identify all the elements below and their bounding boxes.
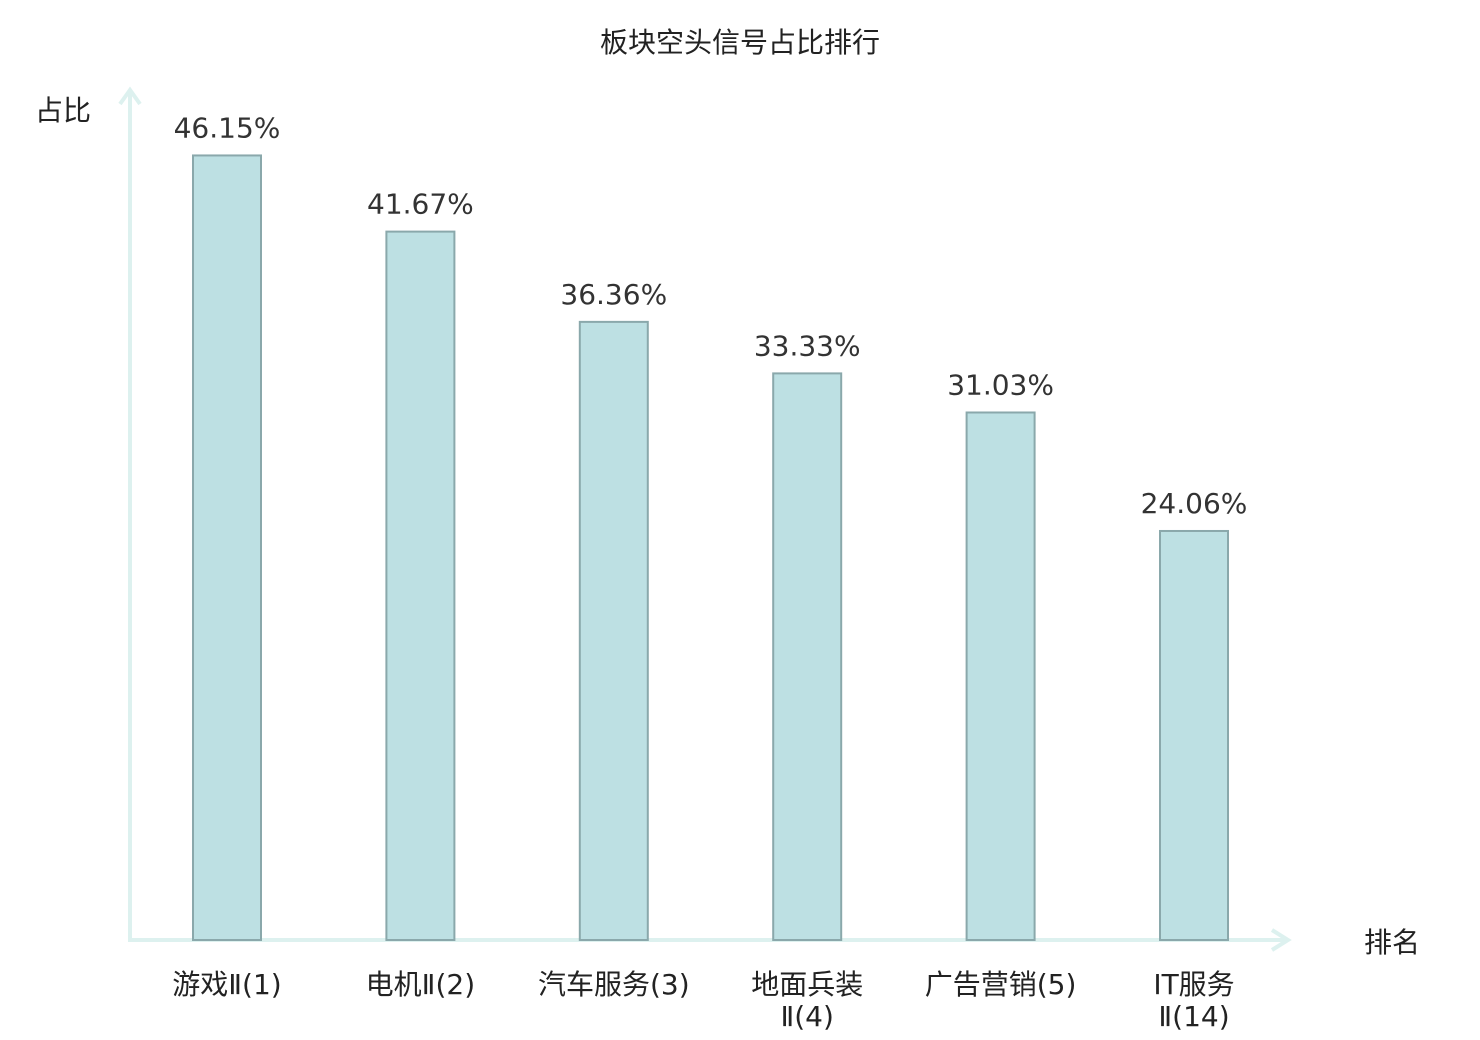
value-label-4: 33.33% <box>754 329 861 362</box>
value-label-1: 46.15% <box>174 111 281 144</box>
y-axis-label: 占比 <box>35 94 91 127</box>
category-label-5: 广告营销(5) <box>925 968 1077 1001</box>
bar-3 <box>578 320 649 941</box>
value-label-3: 36.36% <box>560 278 667 311</box>
bar-6 <box>1159 529 1229 941</box>
category-label-2: 电机Ⅱ(2) <box>366 968 475 1001</box>
bar-1 <box>192 154 262 941</box>
category-label-4-line-1: 地面兵装 <box>751 968 863 1001</box>
category-label-6-line-1: IT服务 <box>1153 968 1234 1001</box>
value-label-6: 24.06% <box>1141 487 1248 520</box>
category-label-3: 汽车服务(3) <box>538 968 690 1001</box>
value-label-5: 31.03% <box>947 368 1054 401</box>
bar-2 <box>385 230 456 942</box>
category-label-4-line-2: Ⅱ(4) <box>780 1000 833 1033</box>
value-label-2: 41.67% <box>367 188 474 221</box>
category-label-1: 游戏Ⅱ(1) <box>172 968 281 1001</box>
bar-4 <box>772 372 843 941</box>
x-axis-arrow-icon <box>1270 928 1292 952</box>
bar-5 <box>965 411 1036 941</box>
x-axis-label: 排名 <box>1364 926 1420 959</box>
category-label-6-line-2: Ⅱ(14) <box>1158 1000 1229 1033</box>
chart-title: 板块空头信号占比排行 <box>600 26 880 59</box>
y-axis-arrow-icon <box>118 86 142 106</box>
bar-series: 46.15% 游戏Ⅱ(1) 41.67% 电机Ⅱ(2) 36.36% 汽车服务(3) 33.… <box>172 111 1247 1033</box>
